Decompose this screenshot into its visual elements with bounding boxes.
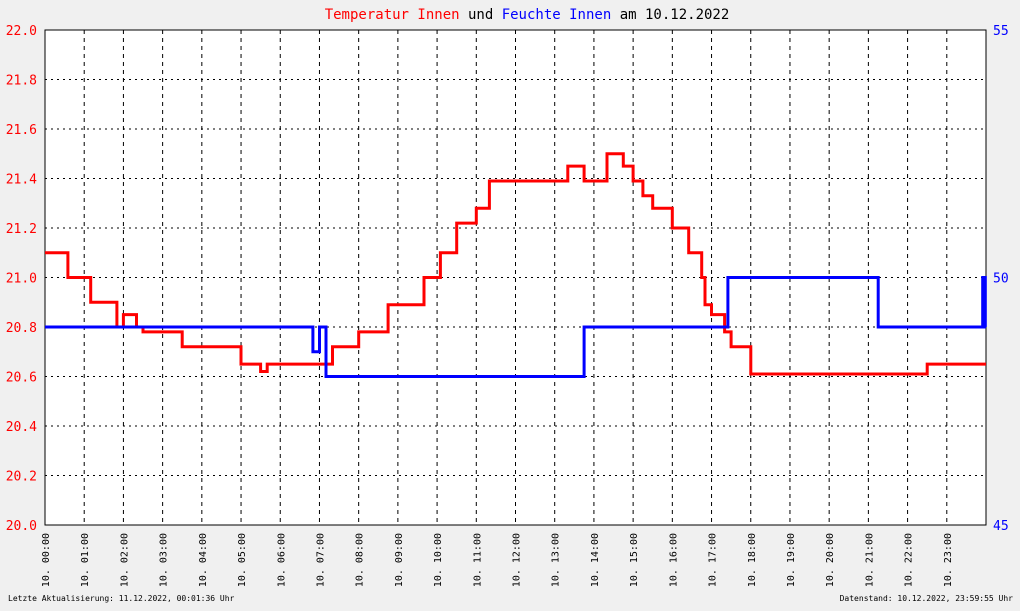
x-tick-label: 10. 21:00: [864, 533, 875, 587]
x-tick-label: 10. 00:00: [41, 533, 52, 587]
x-tick-label: 10. 20:00: [825, 533, 836, 587]
x-tick-label: 10. 07:00: [315, 533, 326, 587]
y-left-tick-label: 20.0: [6, 519, 37, 534]
x-tick-label: 10. 18:00: [747, 533, 758, 587]
series-humidity-line: [45, 276, 987, 378]
x-tick-label: 10. 11:00: [472, 533, 483, 587]
x-tick-label: 10. 10:00: [433, 533, 444, 587]
title-date: am 10.12.2022: [611, 7, 729, 23]
x-tick-label: 10. 09:00: [394, 533, 405, 587]
plot-area: 20.0 20.2 20.4 20.6 20.8 21.0 21.2 21.4 21.6 21.8…: [6, 24, 1009, 587]
y-left-tick-label: 20.8: [6, 321, 37, 336]
y-left-tick-label: 21.4: [6, 173, 37, 188]
y-left-tick-label: 20.4: [6, 420, 37, 435]
title-series1: Temperatur Innen: [325, 7, 460, 23]
x-tick-label: 10. 05:00: [237, 533, 248, 587]
footer-data-status: Datenstand: 10.12.2022, 23:59:55 Uhr: [840, 594, 1014, 603]
title-connector: und: [460, 7, 502, 23]
x-tick-label: 10. 23:00: [943, 533, 954, 587]
chart-title: Temperatur Innen und Feuchte Innen am 10…: [325, 7, 730, 23]
y-right-tick-label: 45: [993, 519, 1009, 534]
y-left-tick-label: 21.2: [6, 222, 37, 237]
x-tick-label: 10. 14:00: [590, 533, 601, 587]
x-tick-label: 10. 22:00: [904, 533, 915, 587]
x-tick-label: 10. 02:00: [119, 533, 130, 587]
x-tick-label: 10. 13:00: [551, 533, 562, 587]
x-tick-label: 10. 12:00: [512, 533, 523, 587]
y-left-tick-label: 21.8: [6, 74, 37, 89]
x-tick-label: 10. 04:00: [198, 533, 209, 587]
x-tick-label: 10. 16:00: [668, 533, 679, 587]
x-tick-label: 10. 19:00: [786, 533, 797, 587]
x-tick-label: 10. 03:00: [159, 533, 170, 587]
y-left-tick-label: 20.2: [6, 470, 37, 485]
x-tick-label: 10. 08:00: [355, 533, 366, 587]
x-tick-label: 10. 06:00: [276, 533, 287, 587]
y-right-tick-label: 50: [993, 272, 1009, 287]
x-tick-label: 10. 01:00: [80, 533, 91, 587]
title-series2: Feuchte Innen: [502, 7, 612, 23]
y-left-tick-label: 21.0: [6, 272, 37, 287]
x-tick-label: 10. 17:00: [708, 533, 719, 587]
y-left-tick-label: 22.0: [6, 24, 37, 39]
y-right-tick-label: 55: [993, 24, 1009, 39]
x-tick-label: 10. 15:00: [629, 533, 640, 587]
y-left-tick-label: 21.6: [6, 123, 37, 138]
series-temperature-line: [45, 152, 986, 376]
footer-last-update: Letzte Aktualisierung: 11.12.2022, 00:01…: [8, 594, 235, 603]
y-left-tick-label: 20.6: [6, 371, 37, 386]
